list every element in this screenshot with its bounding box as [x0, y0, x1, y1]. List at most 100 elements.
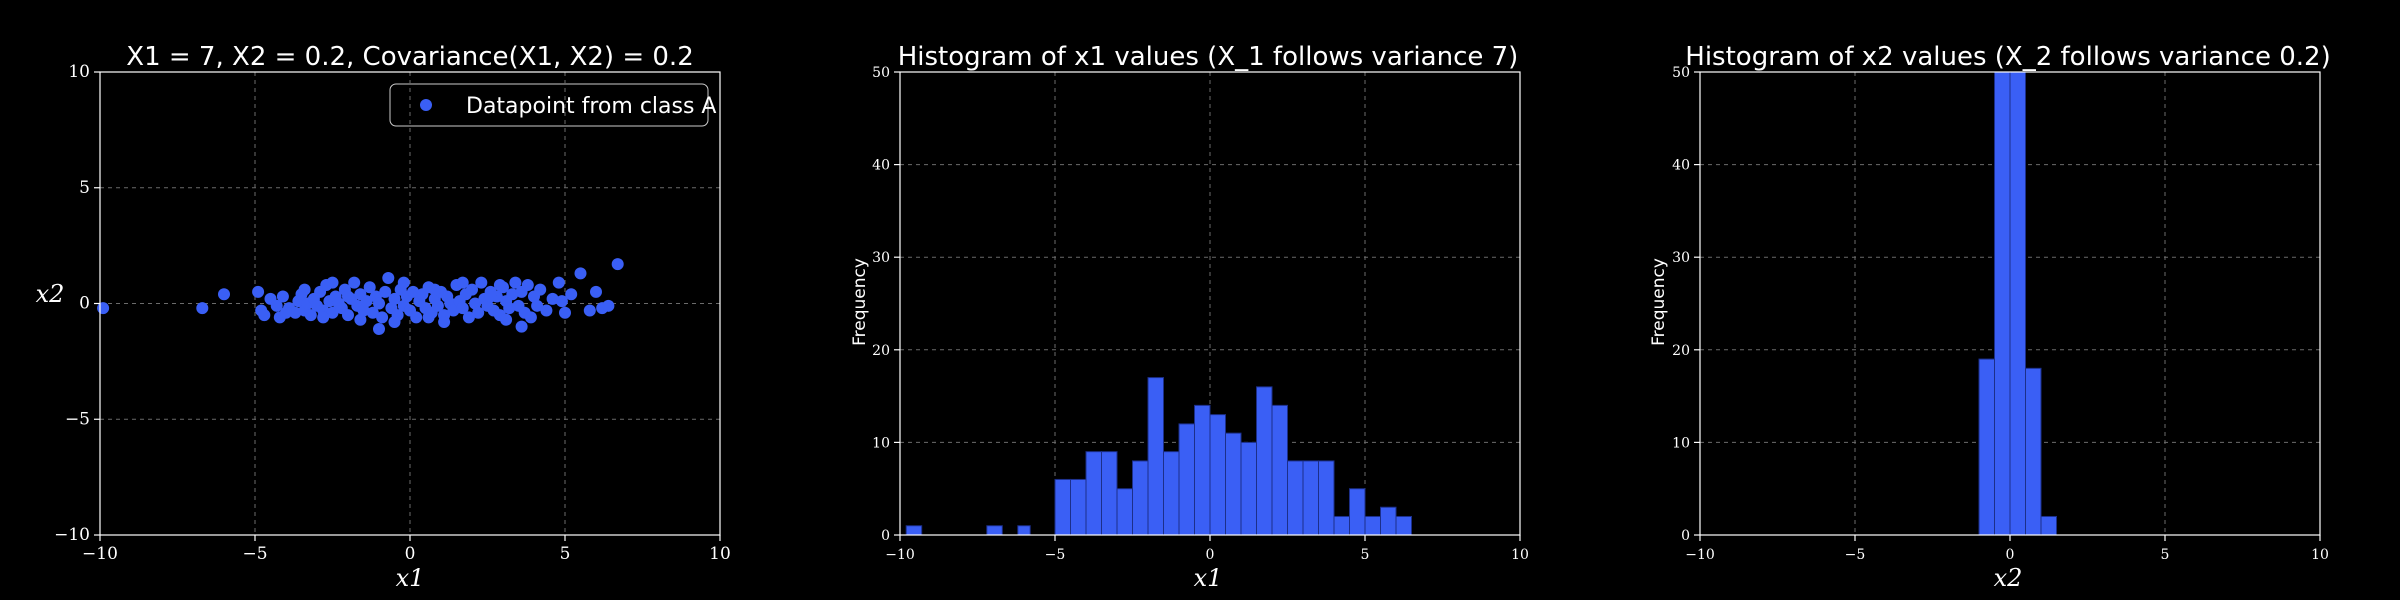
scatter-title: X1 = 7, X2 = 0.2, Covariance(X1, X2) = 0…	[126, 42, 693, 72]
histogram-bar	[1318, 460, 1335, 536]
histogram-x2-title: Histogram of x2 values (X_2 follows vari…	[1685, 42, 2330, 72]
x-tick-label: 10	[1511, 547, 1529, 563]
histogram-bar	[1364, 515, 1381, 536]
scatter-point	[388, 292, 401, 305]
scatter-ylabel: x2	[36, 280, 65, 308]
scatter-point	[574, 267, 587, 280]
scatter-point	[397, 276, 410, 289]
y-tick-label: 10	[1672, 435, 1690, 451]
y-tick-label: 30	[1672, 250, 1690, 266]
histogram-bar	[986, 525, 1003, 536]
x-tick-label: −10	[82, 544, 118, 564]
scatter-point	[252, 285, 265, 298]
histogram-bar	[1333, 515, 1350, 536]
histogram-x1-xlabel: x1	[1194, 564, 1223, 592]
scatter-point	[304, 309, 317, 322]
scatter-point	[326, 276, 339, 289]
legend-box	[389, 83, 709, 127]
histogram-bar	[1302, 460, 1319, 536]
histogram-bar	[2025, 367, 2042, 536]
scatter-point	[388, 316, 401, 329]
scatter-point	[515, 320, 528, 333]
scatter-point	[438, 316, 451, 329]
x-tick-label: 10	[709, 544, 731, 564]
y-tick-label: −5	[65, 409, 90, 429]
histogram-bar	[1085, 451, 1102, 536]
legend-label: Datapoint from class A	[466, 94, 716, 119]
scatter-point	[546, 292, 559, 305]
histogram-bar	[1116, 488, 1133, 536]
x-tick-label: 0	[1206, 547, 1215, 563]
scatter-point	[466, 283, 478, 296]
x-tick-label: 10	[2311, 547, 2329, 563]
scatter-point	[431, 299, 444, 312]
histogram-bar	[1287, 460, 1304, 536]
scatter-point	[218, 288, 230, 301]
scatter-point	[447, 304, 460, 317]
x-tick-label: −5	[1045, 547, 1066, 563]
y-tick-label: 10	[872, 435, 890, 451]
scatter-point	[317, 311, 330, 324]
scatter-legend: Datapoint from class A	[389, 83, 716, 127]
y-tick-label: 50	[872, 65, 890, 81]
histogram-bar	[1194, 404, 1211, 536]
scatter-point	[456, 276, 469, 289]
scatter-point	[289, 306, 302, 319]
histogram-x2-ylabel: Frequency	[1649, 258, 1669, 346]
scatter-point	[475, 276, 488, 289]
y-tick-label: 20	[1672, 343, 1690, 359]
x-tick-label: −5	[242, 544, 267, 564]
scatter-point	[342, 290, 354, 303]
scatter-point	[373, 322, 385, 335]
scatter-point	[326, 306, 339, 319]
scatter-point	[276, 290, 289, 303]
histogram-bar	[1994, 71, 2011, 536]
histogram-bar	[2040, 515, 2057, 536]
histogram-bar	[1978, 358, 1995, 536]
scatter-point	[500, 313, 513, 326]
scatter-point	[521, 278, 534, 291]
data-marks	[905, 377, 1412, 536]
scatter-point	[552, 276, 565, 289]
histogram-bar	[1209, 414, 1226, 536]
histogram-x1-ylabel: Frequency	[850, 258, 870, 346]
scatter-point	[379, 285, 392, 298]
x-tick-label: 0	[2006, 547, 2015, 563]
histogram-x1-panel: Histogram of x1 values (X_1 follows vari…	[850, 42, 1529, 592]
histogram-x2-xlabel: x2	[1994, 564, 2023, 592]
x-tick-label: −5	[1845, 547, 1866, 563]
tick-labels: −10 −5 0 5 10 0 10 20 30 40 50	[872, 65, 1529, 563]
x-tick-label: 5	[560, 544, 571, 564]
scatter-panel: X1 = 7, X2 = 0.2, Covariance(X1, X2) = 0…	[36, 42, 731, 592]
y-tick-label: −10	[54, 525, 90, 545]
scatter-point	[363, 281, 376, 294]
data-marks	[1978, 71, 2057, 536]
y-tick-label: 0	[1681, 528, 1690, 544]
y-tick-label: 10	[68, 62, 90, 82]
scatter-point	[469, 297, 482, 310]
data-marks	[97, 258, 624, 335]
scatter-point	[531, 299, 544, 312]
y-tick-label: 0	[79, 294, 90, 314]
scatter-point	[270, 299, 283, 312]
x-tick-label: 0	[405, 544, 416, 564]
scatter-point	[590, 285, 602, 298]
scatter-point	[196, 302, 209, 315]
histogram-bar	[1163, 451, 1180, 536]
histogram-bar	[1256, 386, 1273, 536]
scatter-point	[422, 311, 435, 324]
scatter-point	[428, 283, 441, 296]
scatter-point	[493, 278, 506, 291]
scatter-point	[298, 283, 311, 296]
y-tick-label: 50	[1672, 65, 1690, 81]
histogram-bar	[1147, 377, 1164, 536]
histogram-bar	[1054, 478, 1071, 536]
y-tick-label: 5	[79, 178, 90, 198]
scatter-point	[407, 285, 420, 298]
scatter-point	[366, 306, 379, 319]
histogram-bar	[1271, 404, 1288, 536]
scatter-point	[555, 295, 568, 308]
scatter-point	[373, 297, 385, 310]
scatter-point	[534, 283, 547, 296]
histogram-bar	[1178, 423, 1195, 536]
